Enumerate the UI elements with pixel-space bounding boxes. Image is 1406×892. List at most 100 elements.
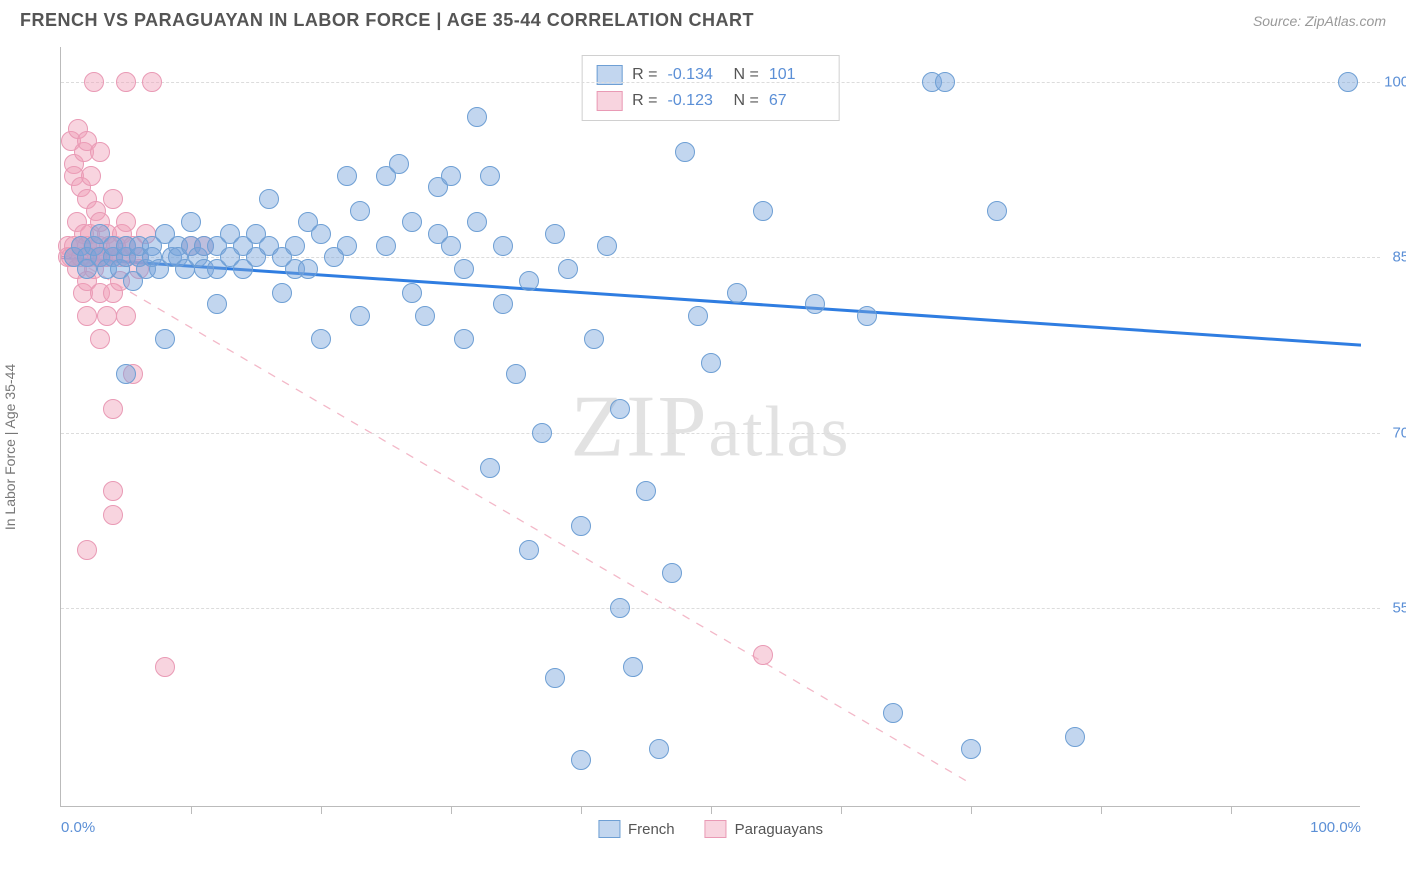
point-french <box>376 236 396 256</box>
gridline-h <box>61 608 1380 609</box>
x-tick <box>971 806 972 814</box>
point-french <box>883 703 903 723</box>
point-para <box>753 645 773 665</box>
point-french <box>571 516 591 536</box>
swatch-para <box>596 91 622 111</box>
point-french <box>545 224 565 244</box>
chart-source: Source: ZipAtlas.com <box>1253 13 1386 29</box>
point-french <box>181 212 201 232</box>
point-french <box>675 142 695 162</box>
r-value-french: -0.134 <box>668 62 724 88</box>
point-french <box>441 236 461 256</box>
point-french <box>311 224 331 244</box>
point-french <box>415 306 435 326</box>
point-french <box>961 739 981 759</box>
watermark-small: atlas <box>709 391 851 471</box>
point-french <box>584 329 604 349</box>
x-tick <box>451 806 452 814</box>
point-french <box>610 399 630 419</box>
point-french <box>571 750 591 770</box>
legend-swatch-para <box>705 820 727 838</box>
point-french <box>402 283 422 303</box>
point-french <box>610 598 630 618</box>
point-para <box>90 142 110 162</box>
point-french <box>454 329 474 349</box>
point-french <box>493 236 513 256</box>
point-french <box>753 201 773 221</box>
point-french <box>454 259 474 279</box>
point-french <box>467 212 487 232</box>
n-value-para: 67 <box>769 88 825 114</box>
point-french <box>636 481 656 501</box>
point-para <box>81 166 101 186</box>
stats-box: R = -0.134 N = 101 R = -0.123 N = 67 <box>581 55 840 121</box>
point-french <box>1338 72 1358 92</box>
point-para <box>116 72 136 92</box>
point-french <box>389 154 409 174</box>
x-tick <box>191 806 192 814</box>
n-label: N = <box>734 88 759 114</box>
point-para <box>84 72 104 92</box>
point-french <box>337 166 357 186</box>
point-french <box>558 259 578 279</box>
point-french <box>1065 727 1085 747</box>
legend-label-french: French <box>628 821 675 838</box>
point-french <box>350 201 370 221</box>
watermark-big: ZIP <box>571 378 709 475</box>
point-para <box>116 306 136 326</box>
point-french <box>285 236 305 256</box>
point-french <box>116 364 136 384</box>
chart-title: FRENCH VS PARAGUAYAN IN LABOR FORCE | AG… <box>20 10 754 31</box>
x-tick <box>581 806 582 814</box>
point-french <box>493 294 513 314</box>
point-para <box>103 505 123 525</box>
chart-header: FRENCH VS PARAGUAYAN IN LABOR FORCE | AG… <box>0 0 1406 37</box>
point-french <box>519 540 539 560</box>
y-tick-label: 100.0% <box>1384 74 1406 91</box>
point-para <box>97 306 117 326</box>
r-value-para: -0.123 <box>668 88 724 114</box>
legend-item-french: French <box>598 820 675 838</box>
plot-area: ZIPatlas R = -0.134 N = 101 R = -0.123 N… <box>60 47 1360 807</box>
legend-swatch-french <box>598 820 620 838</box>
point-french <box>467 107 487 127</box>
point-french <box>597 236 617 256</box>
point-french <box>480 458 500 478</box>
point-para <box>90 329 110 349</box>
point-french <box>506 364 526 384</box>
point-french <box>207 294 227 314</box>
point-french <box>727 283 747 303</box>
y-tick-label: 55.0% <box>1392 600 1406 617</box>
point-french <box>701 353 721 373</box>
watermark: ZIPatlas <box>571 376 851 477</box>
point-french <box>805 294 825 314</box>
point-para <box>116 212 136 232</box>
trend-lines <box>61 47 1361 807</box>
point-french <box>298 259 318 279</box>
r-label: R = <box>632 88 657 114</box>
point-para <box>155 657 175 677</box>
point-para <box>103 399 123 419</box>
x-tick <box>841 806 842 814</box>
x-tick-label: 0.0% <box>61 819 95 836</box>
point-para <box>77 306 97 326</box>
stats-row-french: R = -0.134 N = 101 <box>596 62 825 88</box>
point-french <box>480 166 500 186</box>
point-para <box>77 540 97 560</box>
r-label: R = <box>632 62 657 88</box>
n-value-french: 101 <box>769 62 825 88</box>
point-french <box>532 423 552 443</box>
point-french <box>987 201 1007 221</box>
x-tick-label: 100.0% <box>1310 819 1361 836</box>
point-french <box>623 657 643 677</box>
point-french <box>688 306 708 326</box>
point-para <box>142 72 162 92</box>
gridline-h <box>61 82 1380 83</box>
point-french <box>402 212 422 232</box>
point-french <box>259 189 279 209</box>
point-french <box>649 739 669 759</box>
legend-label-para: Paraguayans <box>735 821 823 838</box>
n-label: N = <box>734 62 759 88</box>
gridline-h <box>61 433 1380 434</box>
point-french <box>272 283 292 303</box>
